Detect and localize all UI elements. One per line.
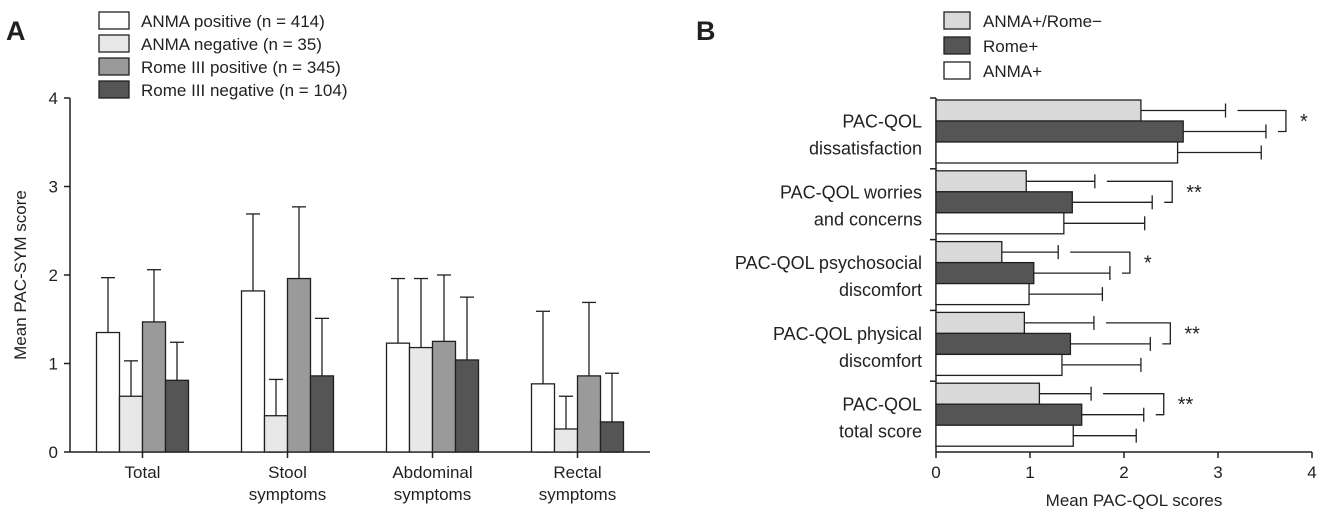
bar-b [935,332,1072,356]
category-label-b: PAC-QOL [842,112,922,132]
legend-label-b: ANMA+ [983,62,1042,81]
bar-b [935,424,1074,447]
bar-b [935,282,1030,306]
bar-a [141,321,167,453]
significance-marker-b: ** [1184,323,1200,345]
x-axis-title-b: Mean PAC-QOL scores [1046,491,1223,510]
category-label-a: Rectal [553,463,601,482]
bar-a [164,379,190,453]
category-label-a: symptoms [394,485,471,504]
significance-marker-b: ** [1178,394,1194,416]
category-label-a: Abdominal [392,463,472,482]
legend-swatch-a [98,80,130,99]
x-tick-label-b: 0 [931,463,940,482]
bar-a [576,375,602,453]
legend-label-b: ANMA+/Rome− [983,12,1102,31]
bar-a [263,415,289,453]
significance-marker-b: ** [1186,182,1202,204]
bar-b [935,212,1065,235]
significance-marker-b: * [1300,111,1308,133]
bar-b [935,170,1027,193]
bar-b [935,353,1063,377]
legend-swatch-b [943,61,971,80]
bar-a [553,428,579,453]
chart-a: 0 1 2 3 4 Mean PAC-SYM score Total Stool symptom… [11,11,650,504]
bar-a [408,346,434,453]
y-tick-label-a: 0 [49,443,58,462]
legend-label-a: ANMA negative (n = 35) [141,35,322,54]
y-tick-label-a: 1 [49,355,58,374]
significance-marker-b: * [1144,253,1152,275]
significance-bracket-b [1103,393,1165,416]
significance-bracket-b [1237,109,1287,133]
bar-b [935,261,1035,285]
legend-label-b: Rome+ [983,37,1038,56]
legend-label-a: Rome III negative (n = 104) [141,81,347,100]
y-tick-label-a: 2 [49,266,58,285]
category-label-b: PAC-QOL physical [773,324,922,344]
bar-a [118,395,144,453]
bar-b [935,120,1184,143]
category-label-b: and concerns [814,209,922,229]
y-tick-label-a: 3 [49,178,58,197]
category-label-a: symptoms [249,485,326,504]
bar-a [240,290,266,453]
category-label-b: PAC-QOL worries [780,182,922,202]
panel-letter-a: A [6,16,26,46]
significance-bracket-b [1106,180,1173,203]
category-label-b: discomfort [839,280,922,300]
x-tick-label-b: 1 [1025,463,1034,482]
bar-a [530,383,556,453]
bar-b [935,99,1142,122]
category-label-b: total score [839,422,922,442]
bar-a [309,375,335,453]
x-tick-label-b: 3 [1213,463,1222,482]
legend-swatch-a [98,34,130,53]
x-tick-label-b: 2 [1119,463,1128,482]
bar-b [935,311,1026,335]
bar-a [385,342,411,453]
bar-a [599,421,625,453]
legend-swatch-b [943,36,971,55]
chart-b: 0 1 2 3 4 Mean PAC-QOL scores PAC-QOL dissatisf… [735,11,1317,510]
significance-bracket-b [1105,322,1171,345]
bar-b [935,141,1179,164]
legend-swatch-a [98,11,130,30]
y-axis-title-a: Mean PAC-SYM score [11,190,30,360]
category-label-b: discomfort [839,351,922,371]
bar-b [935,191,1073,214]
y-tick-label-a: 4 [49,89,58,108]
category-label-a: Total [125,463,161,482]
legend-label-a: ANMA positive (n = 414) [141,12,325,31]
bar-a [95,331,121,453]
panel-letter-b: B [696,16,716,46]
category-label-a: symptoms [539,485,616,504]
legend-swatch-a [98,57,130,76]
significance-bracket-b [1070,251,1131,274]
category-label-b: dissatisfaction [809,139,922,159]
bar-b [935,382,1041,405]
bar-b [935,240,1003,264]
legend-label-a: Rome III positive (n = 345) [141,58,341,77]
category-label-a: Stool [268,463,307,482]
legend-swatch-b [943,11,971,30]
x-tick-label-b: 4 [1307,463,1316,482]
category-label-b: PAC-QOL [842,395,922,415]
category-label-b: PAC-QOL psychosocial [735,253,922,273]
bar-a [431,340,457,453]
bar-a [454,359,480,453]
bar-b [935,403,1083,426]
bar-a [286,277,312,453]
